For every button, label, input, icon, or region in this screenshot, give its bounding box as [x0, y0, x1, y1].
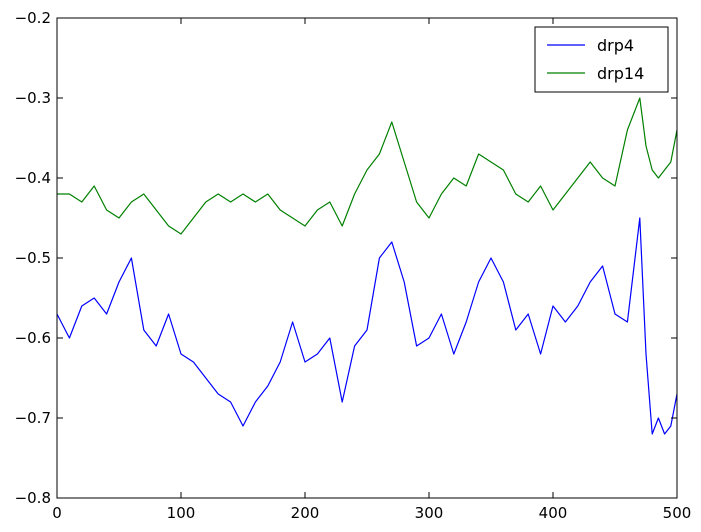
x-tick-label: 300 — [415, 504, 444, 522]
legend: drp4 drp14 — [534, 26, 669, 93]
y-tick-label: −0.5 — [15, 249, 51, 267]
x-tick-label: 400 — [539, 504, 568, 522]
x-tick-label: 100 — [167, 504, 196, 522]
y-tick-label: −0.6 — [15, 329, 51, 347]
x-tick-label: 500 — [663, 504, 692, 522]
y-tick-label: −0.8 — [15, 489, 51, 507]
y-tick-label: −0.7 — [15, 409, 51, 427]
series-line-drp14 — [57, 97, 678, 235]
legend-label-drp4: drp4 — [597, 36, 634, 55]
y-tick-label: −0.4 — [15, 169, 51, 187]
legend-label-drp14: drp14 — [597, 64, 644, 83]
series-layer — [56, 97, 678, 435]
legend-frame — [534, 26, 669, 93]
series-line-drp4 — [56, 217, 678, 435]
x-tick-label: 0 — [52, 504, 62, 522]
y-tick-label: −0.2 — [15, 9, 51, 27]
y-tick-label: −0.3 — [15, 89, 51, 107]
ticks-layer: 0 100 200 300 400 500 −0.8 −0.7 −0.6 −0.5 −0.4 −0.3… — [15, 9, 692, 522]
x-tick-label: 200 — [291, 504, 320, 522]
